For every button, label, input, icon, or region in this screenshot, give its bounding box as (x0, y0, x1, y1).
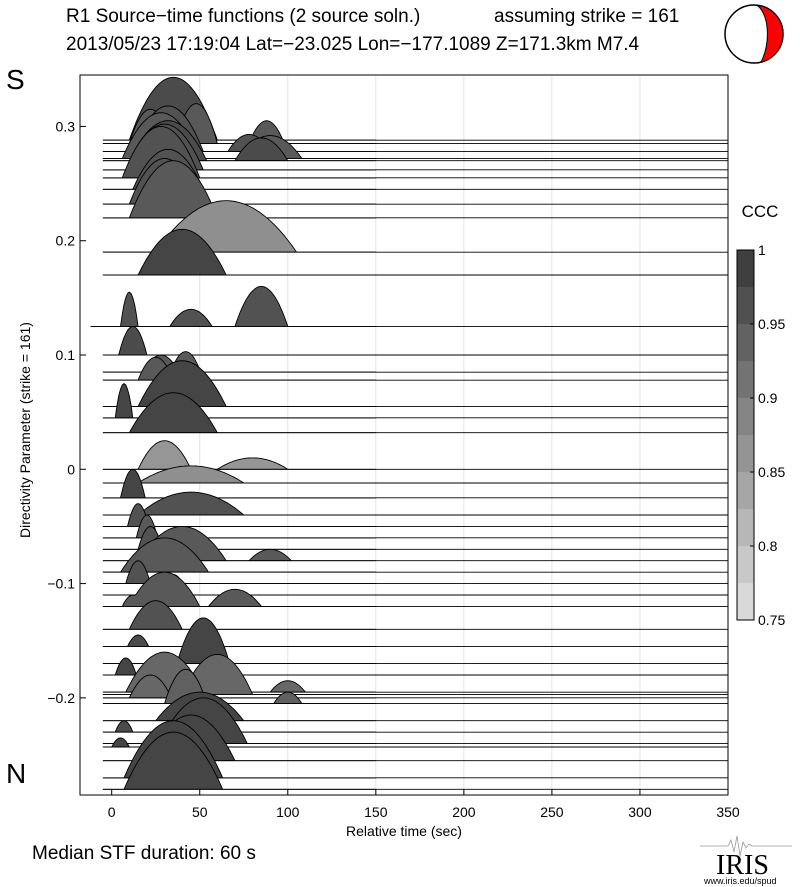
x-tick-label: 300 (628, 804, 652, 820)
colorbar-title: CCC (742, 202, 779, 221)
strike-note: assuming strike = 161 (494, 6, 680, 27)
stf-trace (90, 285, 376, 327)
y-tick-label: 0.2 (56, 233, 76, 249)
south-label: S (6, 64, 25, 95)
stf-trace (102, 440, 376, 470)
x-axis-label: Relative time (sec) (346, 823, 462, 839)
y-axis-label: Directivity Parameter (strike = 161) (17, 322, 33, 538)
colorbar-swatch (737, 250, 754, 288)
colorbar-swatch (737, 435, 754, 473)
x-tick-label: 200 (452, 804, 476, 820)
stf-trace (102, 351, 376, 381)
x-tick-label: 150 (364, 804, 388, 820)
colorbar-swatch (737, 324, 754, 362)
colorbar-swatch (737, 546, 754, 584)
iris-logo: IRIS www.iris.edu/spud (700, 835, 792, 886)
x-tick-label: 50 (192, 804, 208, 820)
colorbar-swatch (737, 583, 754, 621)
beachball-icon (724, 4, 784, 64)
chart-title: R1 Source−time functions (2 source soln.… (66, 6, 421, 27)
event-info: 2013/05/23 17:19:04 Lat=−23.025 Lon=−177… (66, 34, 640, 55)
colorbar-tick-label: 0.85 (758, 464, 785, 480)
colorbar-swatch (737, 361, 754, 399)
colorbar-tick-label: 0.9 (758, 390, 778, 406)
colorbar-swatch (737, 509, 754, 547)
plot-frame (79, 74, 729, 796)
stf-trace (102, 325, 376, 356)
colorbar-tick-label: 1 (758, 242, 766, 258)
y-tick-label: 0 (67, 461, 75, 477)
north-label: N (6, 758, 27, 789)
seismogram-icon (700, 835, 792, 857)
x-tick-label: 100 (276, 804, 300, 820)
median-duration: Median STF duration: 60 s (32, 843, 256, 864)
stf-trace (102, 634, 376, 647)
x-tick-label: 350 (716, 804, 740, 820)
iris-logo-text: IRIS (716, 850, 769, 881)
colorbar-tick-label: 0.8 (758, 538, 778, 554)
y-tick-label: 0.3 (56, 118, 76, 134)
y-tick-label: −0.1 (47, 576, 75, 592)
x-tick-label: 250 (540, 804, 564, 820)
iris-url: www.iris.edu/spud (703, 876, 777, 886)
y-tick-label: −0.2 (47, 690, 75, 706)
beachball-compressional-quadrant (755, 4, 784, 63)
y-tick-label: 0.1 (56, 347, 76, 363)
colorbar-tick-label: 0.95 (758, 316, 785, 332)
colorbar-swatch (737, 398, 754, 436)
colorbar-swatch (737, 472, 754, 510)
colorbar-tick-label: 0.75 (758, 612, 785, 628)
stf-trace (102, 468, 376, 499)
colorbar-swatch (737, 287, 754, 325)
x-tick-label: 0 (108, 804, 116, 820)
colorbar-frame (736, 249, 755, 621)
